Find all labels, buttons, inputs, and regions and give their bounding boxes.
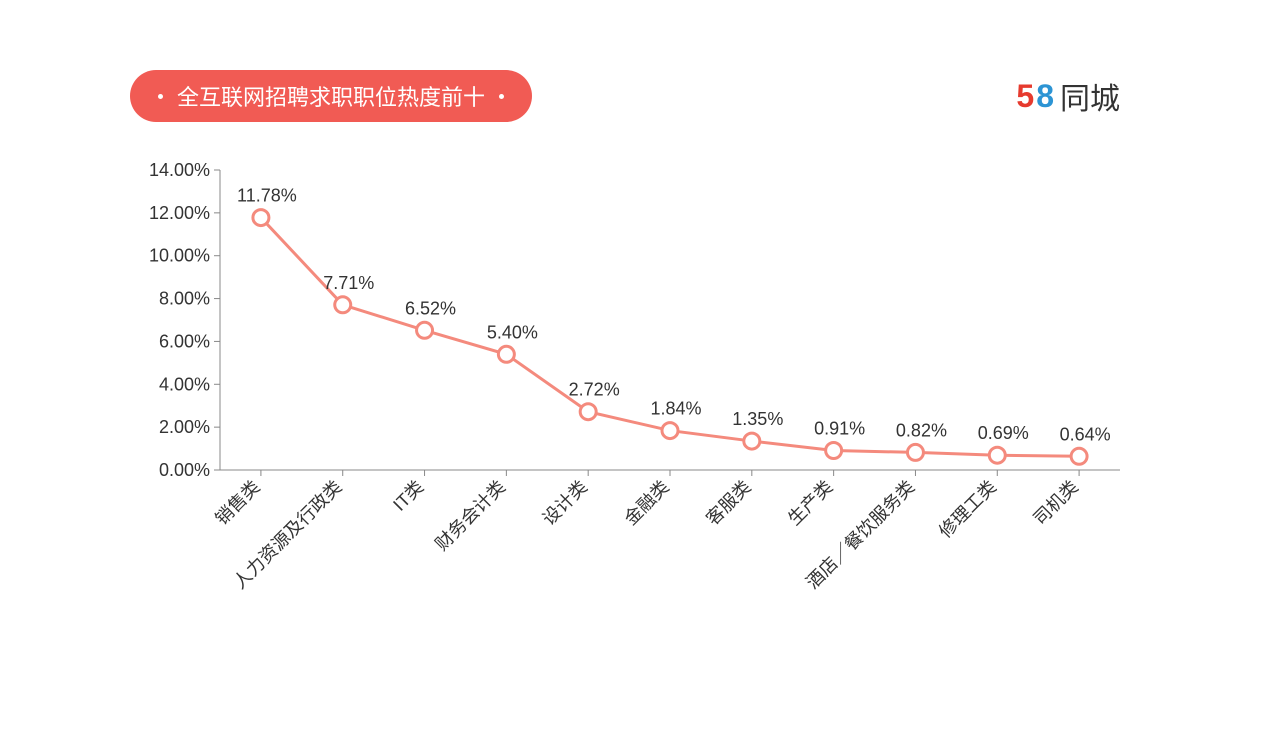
data-label: 0.64% — [1060, 424, 1111, 444]
logo-cn: 同城 — [1060, 74, 1120, 118]
data-marker — [335, 297, 351, 313]
y-tick-label: 12.00% — [149, 203, 210, 223]
x-tick-label: 司机类 — [1030, 477, 1082, 529]
data-marker — [744, 433, 760, 449]
x-tick-label: 生产类 — [784, 477, 836, 529]
data-label: 11.78% — [237, 186, 297, 206]
y-tick-label: 8.00% — [159, 289, 210, 309]
x-tick-label: 销售类 — [211, 477, 263, 529]
data-marker — [826, 443, 842, 459]
y-tick-label: 2.00% — [159, 417, 210, 437]
x-tick-label: 金融类 — [621, 477, 673, 529]
y-tick-label: 0.00% — [159, 460, 210, 480]
series-line — [261, 218, 1079, 457]
data-marker — [417, 322, 433, 338]
x-tick-label: 设计类 — [539, 477, 591, 529]
data-label: 1.35% — [732, 409, 783, 429]
y-tick-label: 6.00% — [159, 331, 210, 351]
dot-icon — [158, 94, 163, 99]
data-label: 6.52% — [405, 298, 456, 318]
data-label: 0.82% — [896, 420, 947, 440]
data-marker — [1071, 448, 1087, 464]
data-marker — [580, 404, 596, 420]
x-tick-label: 修理工类 — [935, 477, 1000, 542]
data-marker — [907, 444, 923, 460]
data-label: 7.71% — [323, 273, 374, 293]
x-tick-label: 财务会计类 — [431, 477, 509, 555]
data-marker — [662, 423, 678, 439]
header: 全互联网招聘求职职位热度前十 5 8 同城 — [0, 70, 1270, 130]
data-label: 2.72% — [569, 380, 620, 400]
page-container: 全互联网招聘求职职位热度前十 5 8 同城 0.00% 2.00% 4.00% 6.0… — [0, 0, 1270, 736]
data-label: 0.69% — [978, 423, 1029, 443]
dot-icon — [499, 94, 504, 99]
chart-title: 全互联网招聘求职职位热度前十 — [177, 80, 485, 112]
logo-5: 5 — [1016, 78, 1034, 115]
x-tick-label: IT类 — [389, 477, 427, 515]
line-chart: 0.00% 2.00% 4.00% 6.00% 8.00% 10.00% 12.00% 14.… — [130, 160, 1140, 680]
title-pill: 全互联网招聘求职职位热度前十 — [130, 70, 532, 122]
y-tick-label: 14.00% — [149, 160, 210, 180]
data-label: 5.40% — [487, 322, 538, 342]
data-label: 1.84% — [650, 399, 701, 419]
y-tick-label: 10.00% — [149, 246, 210, 266]
y-tick-label: 4.00% — [159, 374, 210, 394]
data-marker — [253, 210, 269, 226]
data-marker — [498, 346, 514, 362]
chart-area: 0.00% 2.00% 4.00% 6.00% 8.00% 10.00% 12.00% 14.… — [130, 160, 1140, 680]
logo-8: 8 — [1036, 78, 1054, 115]
data-label: 0.91% — [814, 419, 865, 439]
x-tick-label: 客服类 — [702, 477, 754, 529]
data-marker — [989, 447, 1005, 463]
brand-logo: 5 8 同城 — [1016, 74, 1120, 118]
